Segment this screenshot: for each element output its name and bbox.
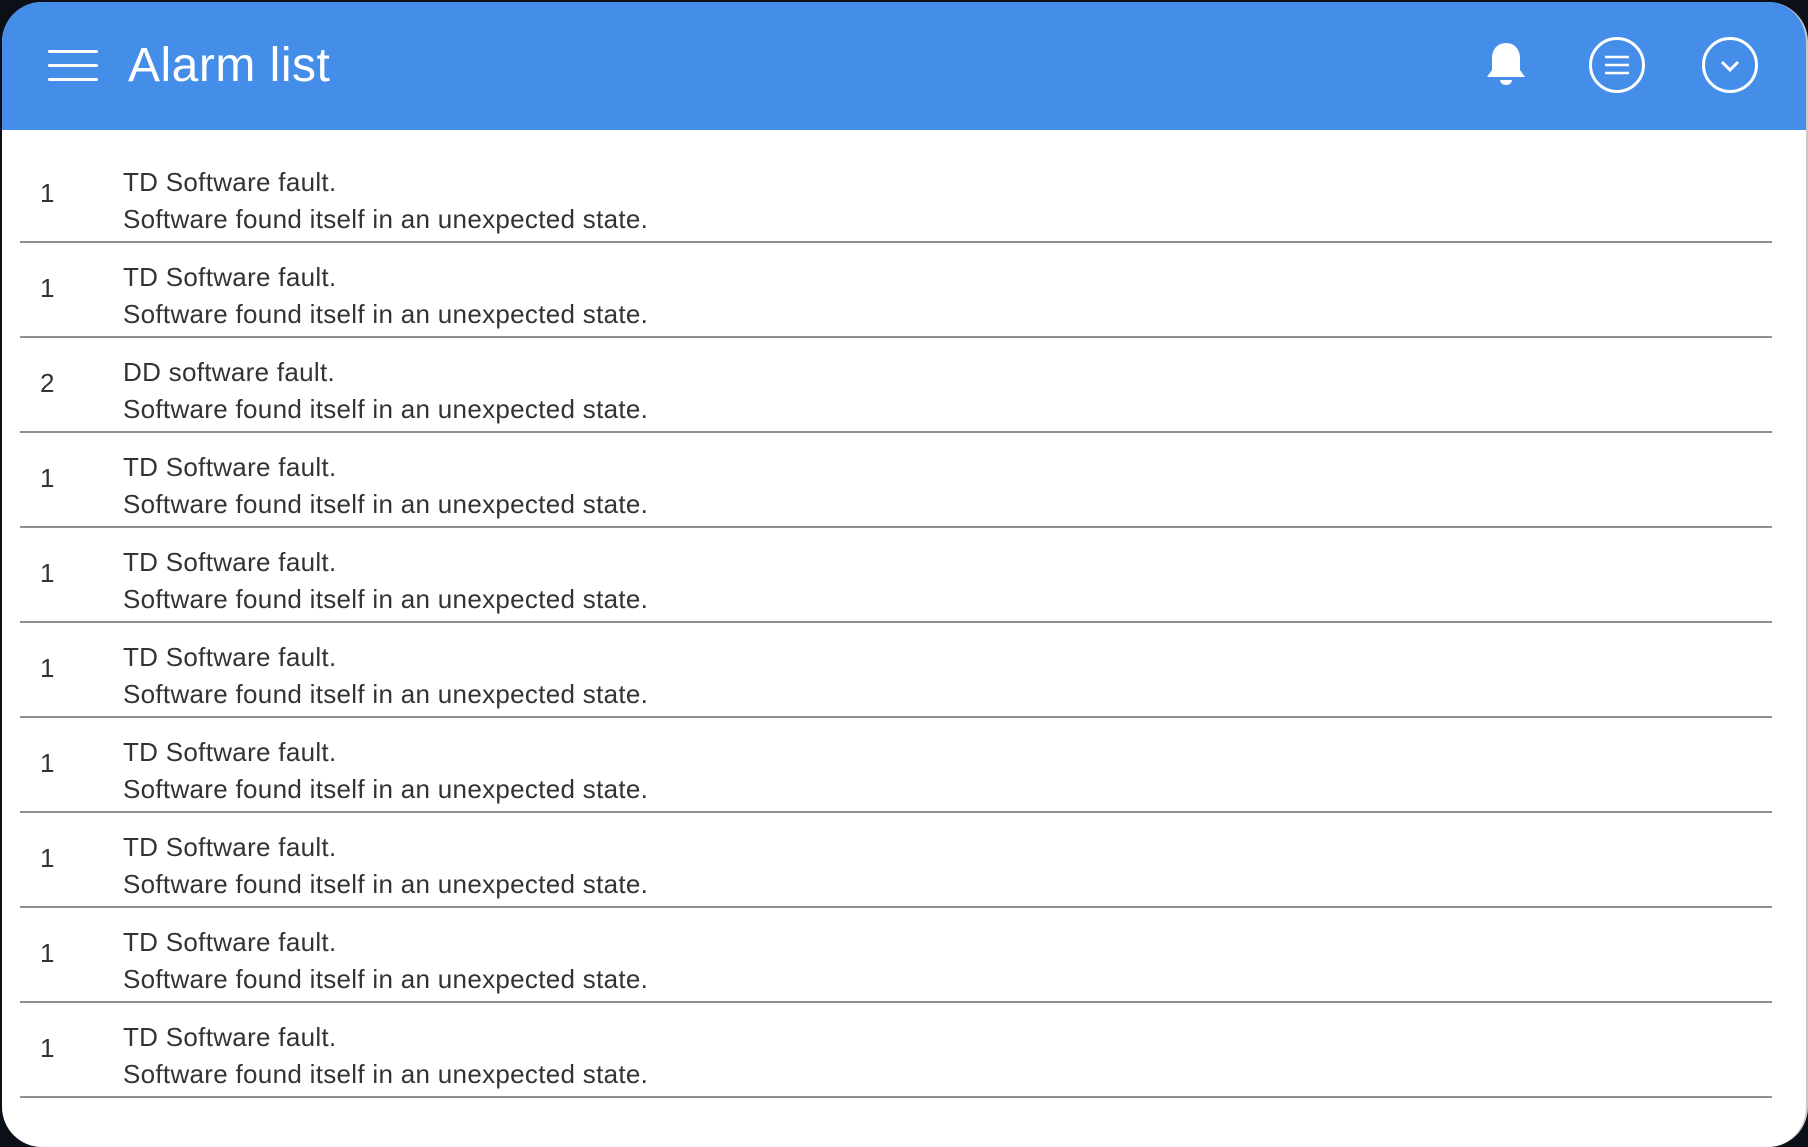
alarm-row[interactable]: 1 TD Software fault. Software found itsel… bbox=[20, 528, 1772, 623]
alarm-row[interactable]: 1 TD Software fault. Software found itsel… bbox=[20, 433, 1772, 528]
alarm-row[interactable]: 1 TD Software fault. Software found itsel… bbox=[20, 148, 1772, 243]
alarm-text: TD Software fault. Software found itself … bbox=[123, 164, 648, 238]
alarm-count: 1 bbox=[40, 463, 55, 493]
alarm-text: TD Software fault. Software found itself … bbox=[123, 924, 648, 998]
alarm-title: TD Software fault. bbox=[123, 1022, 337, 1052]
alarm-count: 1 bbox=[40, 938, 55, 968]
header-bar: Alarm list bbox=[2, 2, 1806, 130]
alarm-title: TD Software fault. bbox=[123, 927, 337, 957]
alarm-title: TD Software fault. bbox=[123, 262, 337, 292]
alarm-count: 1 bbox=[40, 653, 55, 683]
alarm-description: Software found itself in an unexpected s… bbox=[123, 299, 649, 329]
alarm-row[interactable]: 1 TD Software fault. Software found itsel… bbox=[20, 243, 1772, 338]
alarm-text: TD Software fault. Software found itself … bbox=[123, 259, 648, 333]
hamburger-icon[interactable] bbox=[48, 50, 100, 84]
alarm-description: Software found itself in an unexpected s… bbox=[123, 774, 649, 804]
alarm-description: Software found itself in an unexpected s… bbox=[123, 489, 649, 519]
alarm-text: TD Software fault. Software found itself … bbox=[123, 1019, 648, 1093]
alarm-row[interactable]: 1 TD Software fault. Software found itsel… bbox=[20, 623, 1772, 718]
alarm-description: Software found itself in an unexpected s… bbox=[123, 869, 649, 899]
alarm-list: 1 TD Software fault. Software found itsel… bbox=[20, 148, 1772, 1098]
alarm-row[interactable]: 1 TD Software fault. Software found itsel… bbox=[20, 908, 1772, 1003]
alarm-count: 1 bbox=[40, 178, 55, 208]
list-circle-icon[interactable] bbox=[1589, 37, 1645, 93]
alarm-title: DD software fault. bbox=[123, 357, 336, 387]
alarm-text: TD Software fault. Software found itself … bbox=[123, 449, 648, 523]
alarm-text: TD Software fault. Software found itself … bbox=[123, 544, 648, 618]
alarm-text: TD Software fault. Software found itself … bbox=[123, 734, 648, 808]
alarm-title: TD Software fault. bbox=[123, 547, 337, 577]
alarm-row[interactable]: 2 DD software fault. Software found itsel… bbox=[20, 338, 1772, 433]
alarm-title: TD Software fault. bbox=[123, 737, 337, 767]
alarm-text: TD Software fault. Software found itself … bbox=[123, 639, 648, 713]
alarm-row[interactable]: 1 TD Software fault. Software found itsel… bbox=[20, 1003, 1772, 1098]
alarm-description: Software found itself in an unexpected s… bbox=[123, 1059, 649, 1089]
alarm-count: 1 bbox=[40, 843, 55, 873]
alarm-description: Software found itself in an unexpected s… bbox=[123, 394, 649, 424]
page-title: Alarm list bbox=[128, 39, 331, 92]
alarm-description: Software found itself in an unexpected s… bbox=[123, 964, 649, 994]
alarm-title: TD Software fault. bbox=[123, 642, 337, 672]
alarm-description: Software found itself in an unexpected s… bbox=[123, 584, 649, 614]
alarm-count: 1 bbox=[40, 558, 55, 588]
alarm-title: TD Software fault. bbox=[123, 832, 337, 862]
alarm-description: Software found itself in an unexpected s… bbox=[123, 204, 649, 234]
alarm-count: 1 bbox=[40, 273, 55, 303]
alarm-count: 2 bbox=[40, 368, 55, 398]
alarm-text: TD Software fault. Software found itself … bbox=[123, 829, 648, 903]
bell-icon[interactable] bbox=[1478, 37, 1534, 93]
alarm-text: DD software fault. Software found itself … bbox=[123, 354, 648, 428]
alarm-title: TD Software fault. bbox=[123, 452, 337, 482]
alarm-count: 1 bbox=[40, 1033, 55, 1063]
alarm-count: 1 bbox=[40, 748, 55, 778]
alarm-row[interactable]: 1 TD Software fault. Software found itsel… bbox=[20, 813, 1772, 908]
alarm-title: TD Software fault. bbox=[123, 167, 337, 197]
chevron-down-circle-icon[interactable] bbox=[1702, 37, 1758, 93]
alarm-row[interactable]: 1 TD Software fault. Software found itsel… bbox=[20, 718, 1772, 813]
alarm-description: Software found itself in an unexpected s… bbox=[123, 679, 649, 709]
